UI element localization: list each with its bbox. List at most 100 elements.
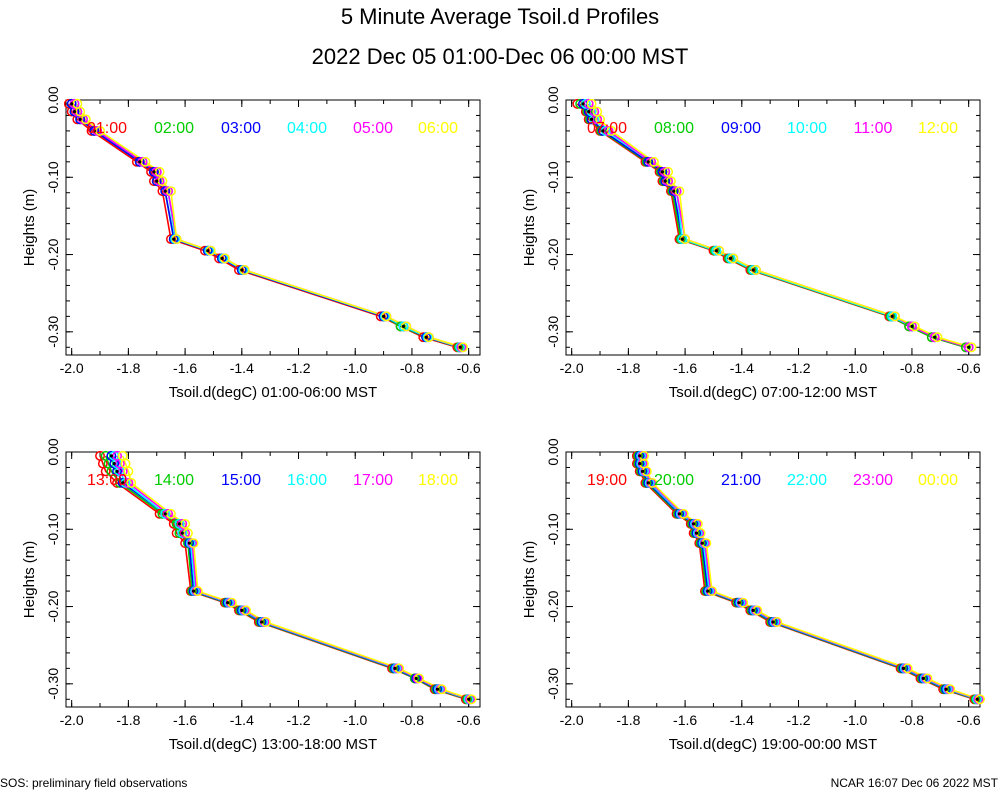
data-point-center: [706, 589, 710, 593]
legend-label: 12:00: [918, 120, 958, 137]
data-point-center: [663, 179, 667, 183]
footer-note: SOS: preliminary field observations: [0, 776, 188, 790]
x-tick-label: -1.6: [173, 360, 197, 376]
data-point: [160, 186, 171, 197]
data-point: [126, 477, 137, 488]
footer-timestamp: NCAR 16:07 Dec 06 2022 MST: [830, 776, 998, 790]
data-point-center: [672, 189, 676, 193]
y-tick-label: -0.30: [45, 316, 61, 348]
data-point-center: [70, 102, 74, 106]
x-tick-label: -0.6: [957, 360, 981, 376]
x-axis-label: Tsoil.d(degC) 01:00-06:00 MST: [169, 384, 377, 401]
y-tick-label: -0.20: [45, 590, 61, 622]
data-point-center: [172, 237, 176, 241]
data-point-center: [660, 170, 665, 174]
x-tick-label: -1.4: [230, 712, 254, 728]
chart-panel: -2.0 -1.8 -1.6 -1.4 -1.2 -1.0 -0.8 -0.6 0.00 -0.1…: [521, 438, 985, 753]
data-point-center: [728, 256, 733, 261]
series-line: [99, 455, 467, 701]
legend-label: 23:00: [853, 472, 893, 489]
data-point-center: [967, 345, 971, 349]
data-point: [174, 518, 185, 529]
x-tick-label: -0.6: [457, 360, 481, 376]
data-point-center: [187, 541, 191, 545]
legend-label: 11:00: [854, 120, 893, 137]
data-point-center: [694, 531, 699, 535]
series-line: [582, 103, 969, 349]
x-tick-label: -0.6: [457, 712, 481, 728]
legend-label: 13:00: [87, 472, 127, 489]
y-tick-label: -0.10: [545, 513, 561, 545]
series-line: [113, 455, 469, 701]
data-point: [668, 186, 679, 197]
data-point-center: [206, 249, 210, 253]
data-point: [657, 166, 668, 177]
data-point-center: [121, 481, 125, 485]
data-point: [643, 156, 654, 167]
y-tick-label: 0.00: [45, 86, 61, 113]
data-point-center: [138, 160, 142, 164]
x-tick-label: -1.0: [843, 712, 867, 728]
data-point-center: [677, 512, 682, 516]
data-point-center: [180, 531, 184, 535]
legend-label: 20:00: [654, 472, 694, 489]
x-tick-label: -2.0: [60, 360, 84, 376]
series-line: [579, 103, 967, 349]
x-tick-label: -1.4: [730, 360, 754, 376]
series-line: [116, 455, 471, 701]
series-line: [636, 455, 975, 701]
series-line: [638, 455, 978, 701]
chart-title: 5 Minute Average Tsoil.d Profiles: [340, 4, 660, 29]
series-line: [588, 103, 969, 349]
data-point-center: [771, 620, 775, 624]
data-point-center: [587, 109, 591, 114]
data-point: [177, 528, 188, 539]
data-point-center: [177, 522, 182, 526]
y-tick-label: -0.20: [545, 238, 561, 270]
legend-label: 02:00: [154, 120, 194, 137]
data-point-center: [638, 454, 642, 458]
x-tick-label: -1.2: [786, 360, 810, 376]
x-tick-label: -1.4: [230, 360, 254, 376]
legend-label: 15:00: [221, 472, 261, 489]
plot-frame: [565, 451, 981, 708]
data-point-center: [381, 314, 386, 318]
series-line: [70, 103, 459, 349]
data-point-center: [414, 676, 418, 681]
x-tick-label: -1.8: [616, 360, 640, 376]
data-point-center: [589, 117, 594, 121]
data-point-center: [467, 697, 471, 701]
data-point: [711, 245, 722, 256]
data-point: [160, 508, 171, 519]
data-point-center: [393, 666, 397, 670]
data-point-center: [192, 589, 196, 593]
data-point: [906, 321, 917, 332]
series-line: [70, 103, 461, 349]
data-point-center: [692, 522, 696, 526]
y-tick-label: 0.00: [545, 438, 561, 465]
x-tick-label: -0.8: [400, 712, 424, 728]
x-tick-label: -1.6: [173, 712, 197, 728]
data-point-center: [640, 469, 645, 473]
data-point-center: [751, 608, 755, 613]
series-line: [576, 103, 967, 349]
data-point-center: [115, 469, 119, 473]
data-point-center: [435, 687, 440, 691]
data-point-center: [581, 102, 585, 106]
data-point-center: [78, 117, 82, 121]
data-point: [887, 311, 898, 322]
y-tick-label: 0.00: [45, 438, 61, 465]
x-tick-label: -0.8: [400, 360, 424, 376]
legend-label: 09:00: [721, 120, 761, 137]
data-point-center: [240, 608, 244, 613]
data-point-center: [901, 666, 906, 670]
x-tick-label: -0.6: [957, 712, 981, 728]
legend-label: 17:00: [353, 472, 393, 489]
data-point: [123, 466, 134, 477]
series-line: [73, 103, 461, 349]
data-point: [725, 253, 736, 264]
x-tick-label: -1.2: [286, 712, 310, 728]
chart-panel: -2.0 -1.8 -1.6 -1.4 -1.2 -1.0 -0.8 -0.6 0.00 -0.1…: [21, 438, 481, 753]
legend-label: 07:00: [587, 120, 627, 137]
